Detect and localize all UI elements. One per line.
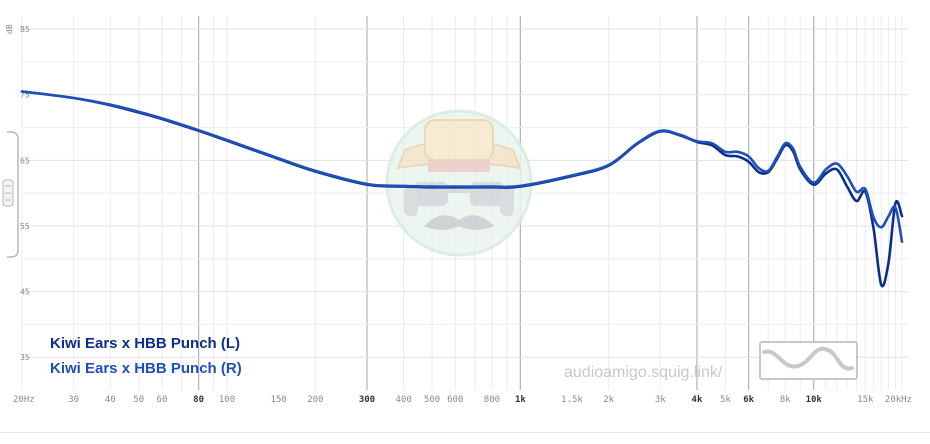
legend-entry-right[interactable]: Kiwi Ears x HBB Punch (R)	[50, 360, 242, 377]
x-tick-label: 15k	[857, 395, 874, 405]
x-tick-labels: 20Hz 30 40 50 60 80 100 150 200 300 400 500 600 800 1k…	[13, 395, 912, 405]
x-tick-label: 1.5k	[561, 395, 583, 405]
x-tick-label: 600	[447, 395, 463, 405]
bottom-divider	[0, 432, 930, 433]
x-tick-label: 50	[133, 395, 144, 405]
x-tick-label: 200	[307, 395, 323, 405]
legend-entry-left[interactable]: Kiwi Ears x HBB Punch (L)	[50, 335, 240, 352]
x-tick-label: 5k	[720, 395, 731, 405]
x-tick-label: 80	[193, 395, 204, 405]
x-tick-label: 500	[424, 395, 440, 405]
legend: Kiwi Ears x HBB Punch (L) Kiwi Ears x HB…	[50, 335, 242, 377]
x-tick-label: 1k	[515, 395, 526, 405]
x-tick-label: 4k	[692, 395, 703, 405]
x-tick-label: 30	[68, 395, 79, 405]
y-tick-labels: 85 75 65 55 45 35	[20, 25, 30, 362]
x-tick-label: 100	[219, 395, 235, 405]
y-tick-label: 65	[20, 156, 30, 165]
x-tick-label: 800	[484, 395, 500, 405]
y-scale-handle[interactable]	[2, 131, 19, 258]
x-tick-label: 300	[359, 395, 375, 405]
squig-logo-icon	[759, 341, 858, 380]
y-axis-label: dB	[5, 24, 14, 34]
y-tick-label: 45	[20, 288, 30, 297]
y-tick-label: 75	[20, 91, 30, 100]
x-tick-label: 20kHz	[885, 395, 912, 405]
x-tick-label: 2k	[603, 395, 614, 405]
x-tick-label: 8k	[780, 395, 791, 405]
x-tick-label: 60	[157, 395, 168, 405]
x-tick-label: 3k	[655, 395, 666, 405]
x-tick-label: 6k	[743, 395, 754, 405]
x-tick-label: 10k	[806, 395, 823, 405]
x-tick-label: 40	[105, 395, 116, 405]
y-tick-label: 35	[20, 353, 30, 362]
watermark-logo	[385, 109, 533, 257]
series-lines	[20, 90, 904, 288]
watermark-text: audioamigo.squig.link/	[564, 364, 723, 381]
y-tick-label: 85	[20, 25, 30, 34]
x-tick-label: 150	[271, 395, 287, 405]
series-line-right[interactable]	[20, 90, 904, 243]
x-tick-label: 400	[396, 395, 412, 405]
x-tick-label: 20Hz	[13, 395, 35, 405]
y-tick-label: 55	[20, 222, 30, 231]
